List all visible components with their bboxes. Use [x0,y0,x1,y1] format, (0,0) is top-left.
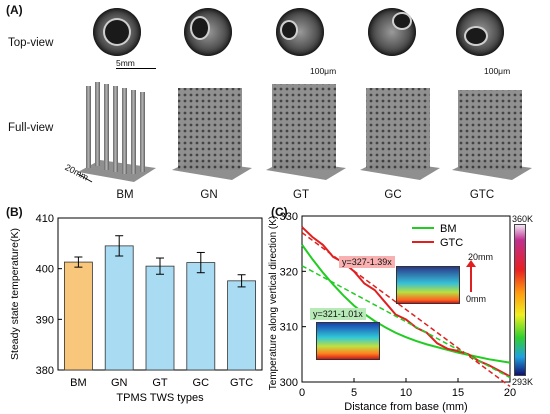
sample-block-gn [172,88,252,180]
thermal-image-bm [316,322,380,360]
sample-label-gc: GC [384,189,402,201]
panel-c-tag: (C) [271,205,288,219]
y-tick-label-b: 390 [36,314,54,326]
sample-label-gn: GN [200,189,218,201]
bar-bm [64,261,93,371]
sample-block-gt [266,84,346,180]
height-bottom-label: 0mm [466,294,486,304]
x-tick-label-c: 0 [299,387,305,399]
y-tick-label-b: 380 [36,365,54,377]
y-tick-label-c: 310 [280,322,298,334]
colorbar [514,224,526,376]
bar-gn [104,245,134,371]
sample-label-bm: BM [116,189,134,201]
legend-label-bm: BM [440,223,457,235]
colorbar-max-label: 360K [512,214,534,224]
fit-label-gtc: y=327-1.39x [339,256,395,268]
x-tick-label-b: BM [70,377,87,389]
y-tick-label-c: 300 [280,377,298,389]
x-tick-label-c: 15 [452,387,464,399]
y-tick-label-c: 320 [280,266,298,278]
y-tick-label-b: 400 [36,264,54,276]
micrograph-bm [93,8,141,56]
y-tick-label-c: 330 [280,211,298,223]
micrograph-gn [184,8,232,56]
x-tick-label-c: 5 [351,387,357,399]
sample-label-gtc: GTC [469,189,495,201]
x-tick-label-c: 10 [400,387,412,399]
x-tick-label-b: GTC [230,377,253,389]
x-tick-label-b: GC [193,377,210,389]
bar-gt [145,265,175,371]
bar-gtc [227,280,257,371]
series-line-bm [301,244,511,364]
full-view-label: Full-view [8,122,54,134]
x-axis-label-b: TPMS TWS types [116,392,204,404]
x-axis-label-c: Distance from base (mm) [344,401,467,413]
sample-block-gc [360,88,440,180]
thermal-image-gtc [396,266,460,304]
sample-photos [77,82,532,183]
dimension-arrow [77,173,93,183]
sample-block-bm [78,82,156,182]
colorbar-min-label: 293K [512,377,534,387]
y-axis-label-c: Temperature along vertical direction (K) [268,216,279,391]
scale-label-gtc: 100μm [484,66,511,76]
y-axis-label-b: Steady state temperature(K) [9,228,21,360]
scale-bar-5mm [116,68,156,69]
x-tick-label-b: GT [152,377,168,389]
bar-gc [186,262,216,371]
micrograph-gc [368,8,416,56]
micrograph-gt [276,8,324,56]
sample-block-gtc [452,90,532,180]
micrograph-gtc [456,8,504,56]
line-chart: 300 310 320 330 0 5 10 15 20 Distance from base (… [268,211,516,413]
x-tick-label-c: 20 [504,387,516,399]
legend-label-gtc: GTC [440,237,463,249]
bar-chart: 380 390 400 410 BM GN GT GC GTC TPMS TWS types Ste… [9,213,263,404]
height-top-label: 20mm [468,252,494,262]
fit-line [301,265,511,379]
scale-label-gt: 100μm [310,66,337,76]
panel-a-tag: (A) [6,3,23,17]
sample-label-gt: GT [293,189,309,201]
height-arrow [470,264,472,292]
panel-b-tag: (B) [6,205,23,219]
fit-label-bm: y=321-1.01x [310,308,366,320]
top-view-label: Top-view [8,37,54,49]
x-tick-label-b: GN [111,377,128,389]
arrow-up-icon [466,260,476,267]
y-tick-label-b: 410 [36,213,54,225]
fit-line [301,231,511,388]
scale-label-5mm: 5mm [116,58,135,68]
